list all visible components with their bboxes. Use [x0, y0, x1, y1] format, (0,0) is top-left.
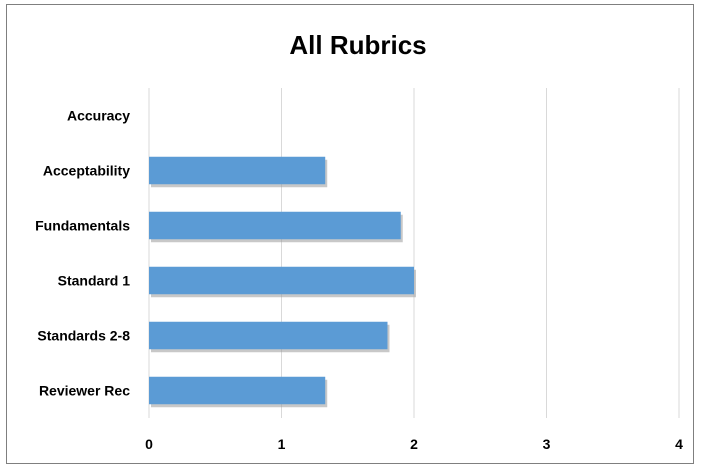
chart-title: All Rubrics	[289, 30, 426, 60]
category-label: Fundamentals	[35, 218, 130, 234]
tick-labels: 0 1 2 3 4	[145, 436, 683, 452]
category-labels: Accuracy Acceptability Fundamentals Standar…	[35, 108, 130, 399]
x-tick-label: 3	[543, 436, 551, 452]
x-tick-label: 2	[410, 436, 418, 452]
category-label: Reviewer Rec	[39, 383, 130, 399]
category-label: Standards 2-8	[37, 328, 130, 344]
bar-standards-2-8	[149, 321, 388, 350]
category-label: Standard 1	[58, 273, 131, 289]
bar-standard-1	[149, 266, 414, 295]
bar-layer	[149, 156, 416, 408]
bar-fundamentals	[149, 211, 401, 240]
x-tick-label: 0	[145, 436, 153, 452]
x-tick-label: 1	[278, 436, 286, 452]
grid-layer	[148, 88, 680, 418]
category-label: Accuracy	[67, 108, 130, 124]
x-tick-label: 4	[675, 436, 683, 452]
bar-reviewer-rec	[149, 376, 326, 405]
bar-acceptability	[149, 156, 326, 185]
category-label: Acceptability	[43, 163, 130, 179]
